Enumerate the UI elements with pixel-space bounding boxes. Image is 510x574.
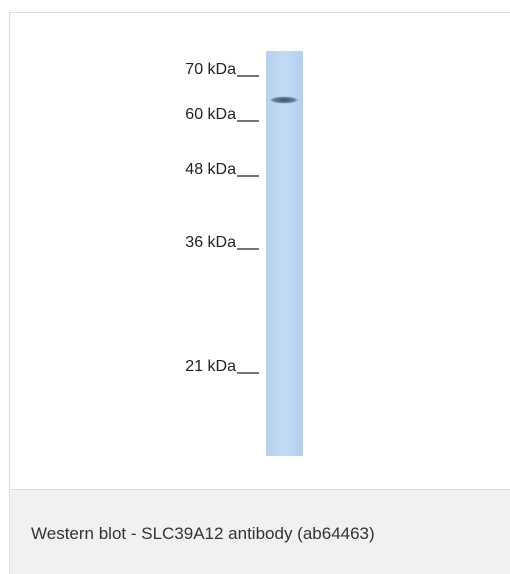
marker-label: 70 kDa [185, 61, 236, 78]
blot-image: 70 kDa 60 kDa 48 kDa 36 kDa 21 kDa [10, 13, 510, 489]
image-panel: 70 kDa 60 kDa 48 kDa 36 kDa 21 kDa [9, 12, 510, 490]
marker-label: 48 kDa [185, 161, 236, 178]
marker-label: 21 kDa [185, 358, 236, 375]
caption-bar: Western blot - SLC39A12 antibody (ab6446… [9, 490, 510, 574]
page: 70 kDa 60 kDa 48 kDa 36 kDa 21 kDa Western b… [0, 0, 510, 574]
lane [266, 51, 303, 456]
band [268, 96, 300, 104]
caption: Western blot - SLC39A12 antibody (ab6446… [31, 524, 375, 544]
marker-label: 36 kDa [185, 234, 236, 251]
marker-label: 60 kDa [185, 106, 236, 123]
